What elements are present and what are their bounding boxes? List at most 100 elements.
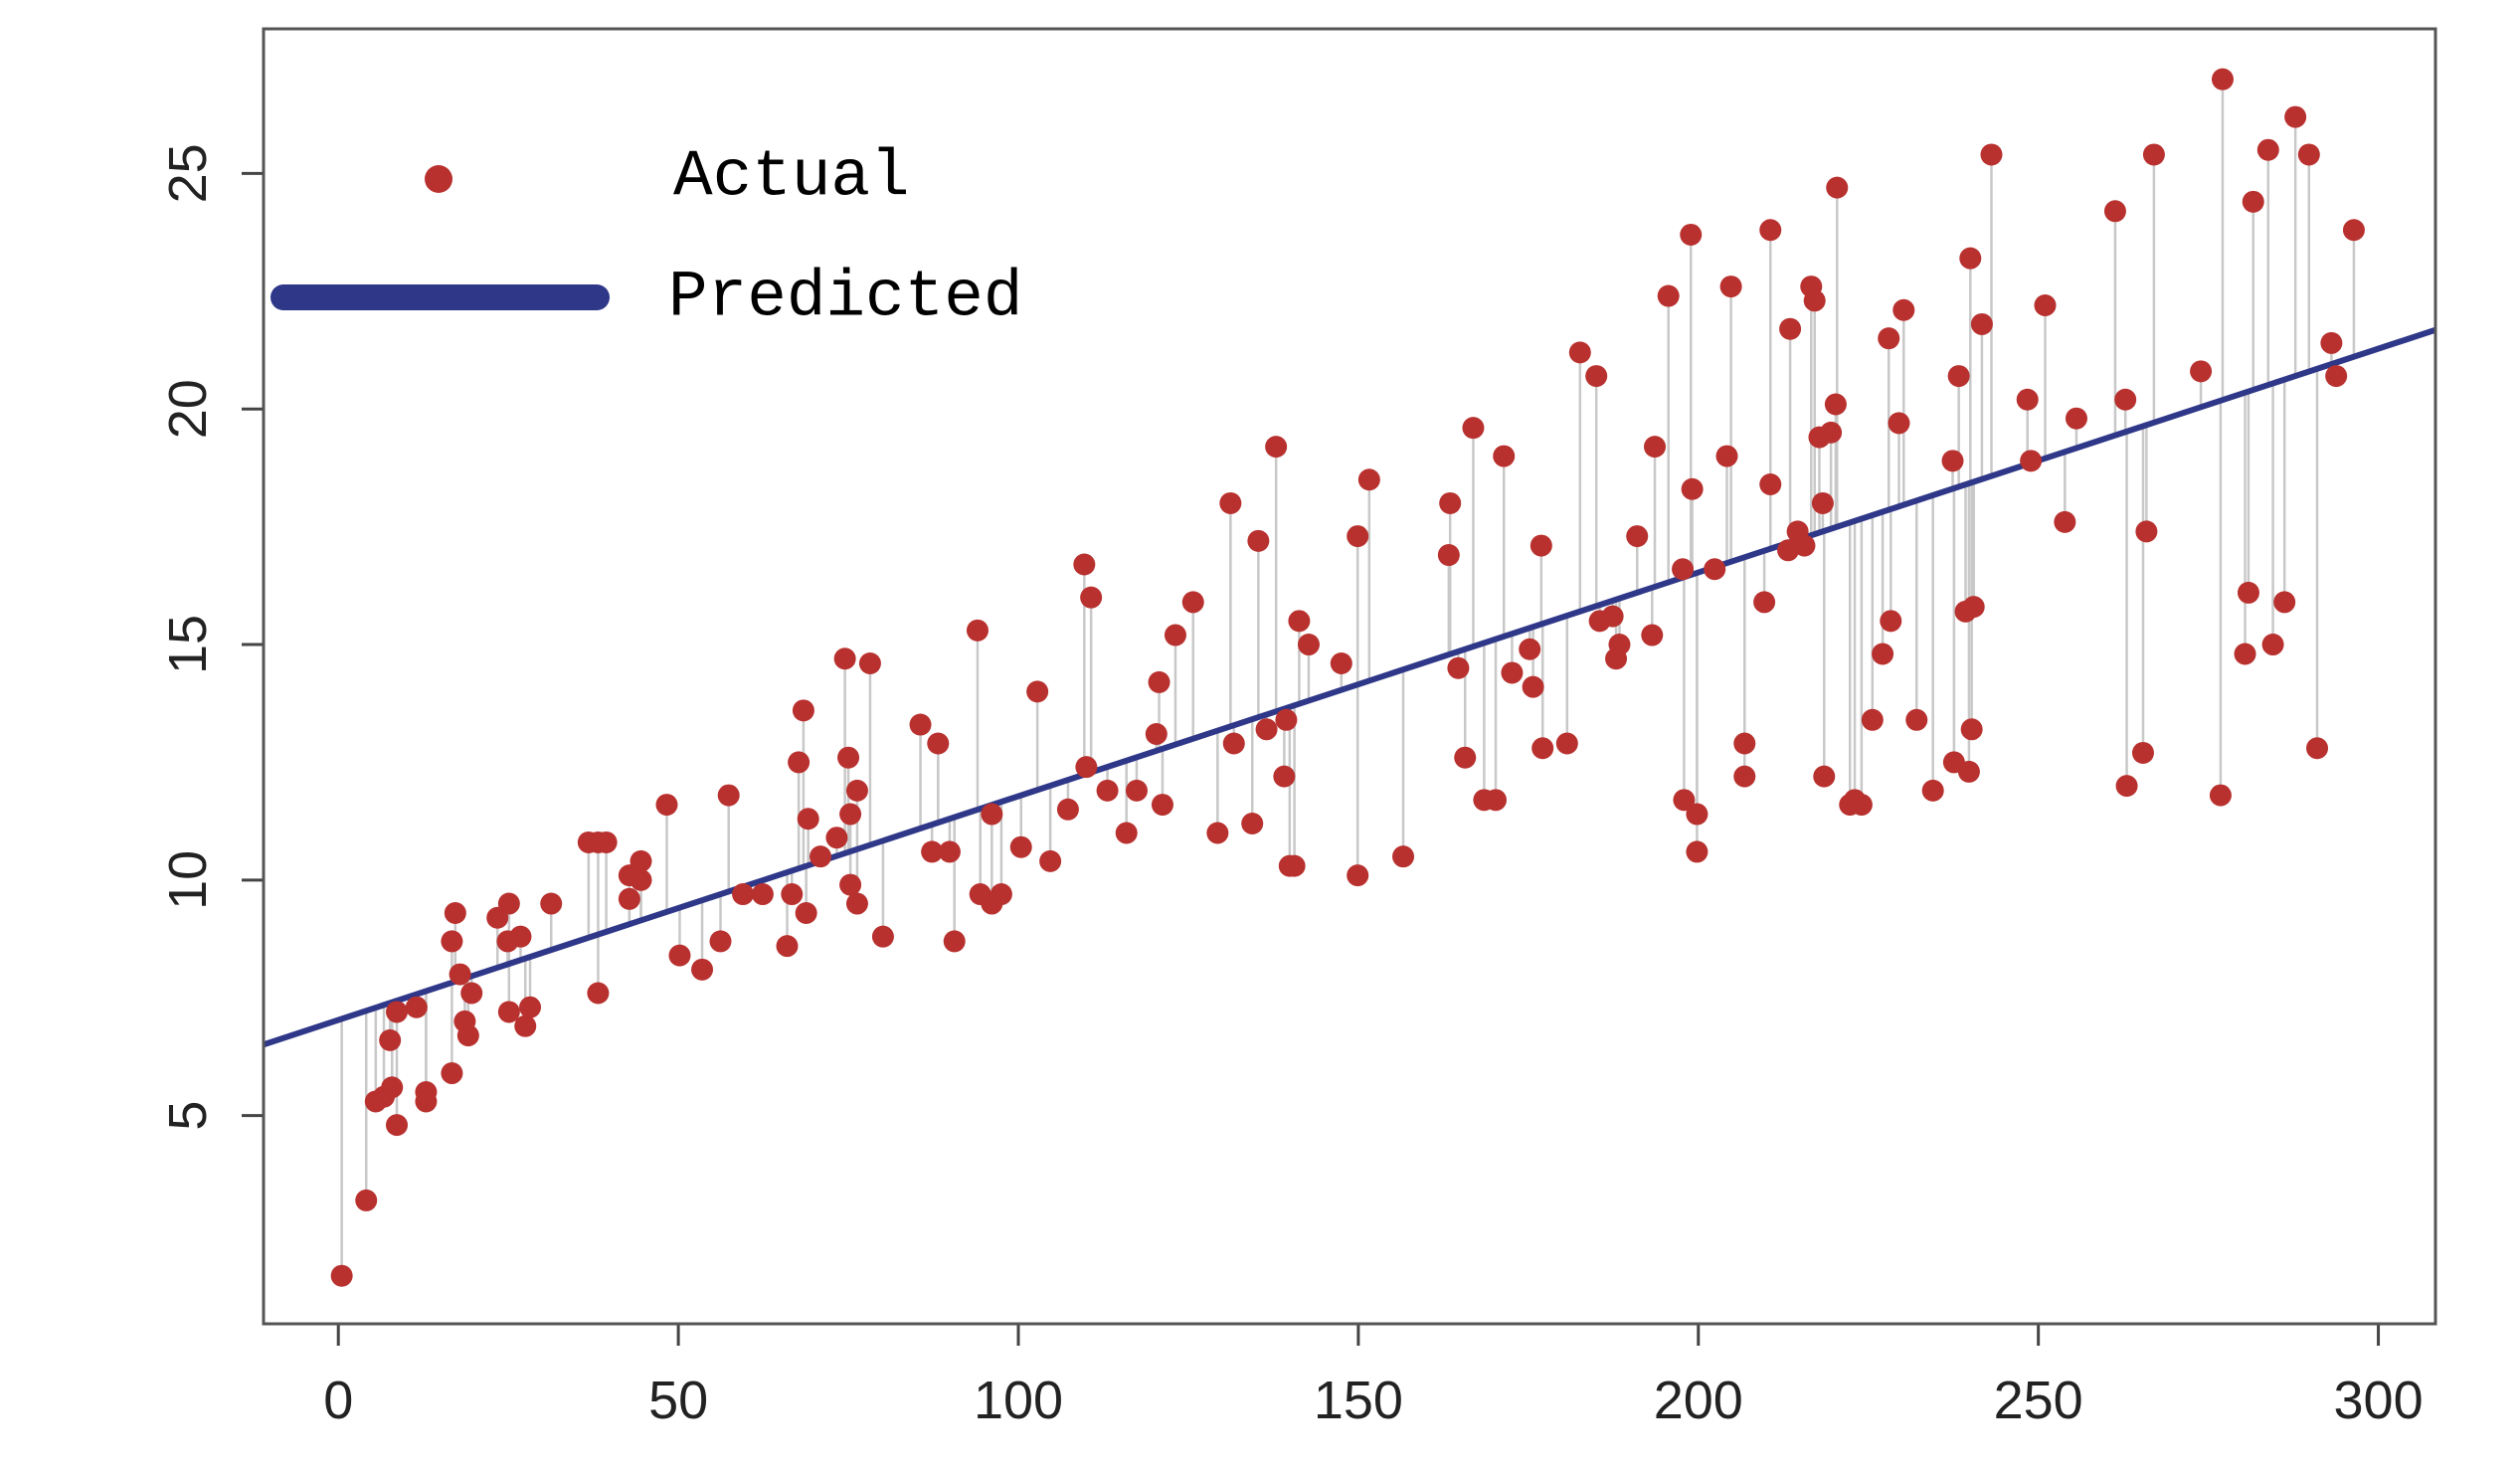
point [788, 751, 810, 774]
point [1813, 765, 1836, 788]
point [519, 996, 542, 1018]
point [795, 901, 817, 924]
point [1921, 779, 1944, 802]
point [2297, 143, 2320, 166]
point [981, 803, 1003, 826]
point [1255, 718, 1278, 741]
point [1960, 718, 1983, 741]
point [1392, 845, 1415, 868]
point [1657, 284, 1680, 307]
point [2034, 294, 2057, 317]
point [415, 1090, 438, 1113]
point [1947, 365, 1970, 388]
point [1519, 638, 1541, 660]
x-tick-label: 150 [1314, 1371, 1403, 1430]
point [1888, 412, 1910, 435]
y-tick-label: 20 [158, 379, 218, 439]
point [1531, 737, 1554, 760]
point [1555, 732, 1578, 755]
point [1715, 445, 1738, 467]
point [2115, 775, 2138, 798]
point [1970, 312, 1993, 335]
point [1803, 289, 1826, 312]
point [2256, 138, 2279, 161]
point [1056, 798, 1079, 821]
point [630, 849, 652, 872]
legend-label: Predicted [668, 260, 1022, 334]
point [691, 958, 714, 981]
point [540, 892, 563, 915]
point [2306, 737, 2329, 760]
point [1039, 849, 1062, 872]
point [1522, 675, 1544, 698]
plot-area [264, 68, 2435, 1287]
point [1485, 789, 1508, 812]
point [1026, 680, 1049, 703]
x-tick-label: 100 [974, 1371, 1063, 1430]
point [1273, 765, 1296, 788]
point [1681, 477, 1704, 500]
point [355, 1189, 378, 1211]
point [595, 830, 618, 853]
point [444, 901, 466, 924]
point [1347, 864, 1369, 887]
legend-label: Actual [673, 139, 910, 214]
point [2342, 219, 2365, 242]
point [2103, 200, 2126, 223]
point [825, 827, 848, 849]
point [1811, 491, 1834, 514]
point [1957, 760, 1980, 783]
point [379, 1028, 402, 1051]
plot-frame [262, 27, 2437, 1326]
point [990, 883, 1012, 906]
point [1151, 794, 1173, 817]
point [2242, 190, 2264, 213]
point [405, 996, 428, 1018]
point [1779, 317, 1802, 340]
point [717, 784, 740, 807]
point [1164, 624, 1186, 646]
point [441, 930, 463, 953]
point [386, 1114, 409, 1137]
point [1437, 544, 1460, 567]
point [1892, 298, 1915, 321]
point [514, 1014, 537, 1037]
point [1148, 670, 1170, 693]
point [2114, 388, 2137, 411]
point [2135, 520, 2158, 543]
point [1096, 779, 1119, 802]
point [386, 1001, 409, 1023]
point [2261, 634, 2284, 656]
point [839, 803, 862, 826]
point [1686, 803, 1709, 826]
point [1265, 436, 1288, 459]
point [1680, 223, 1703, 246]
x-tick-label: 250 [1994, 1371, 2083, 1430]
point [751, 883, 774, 906]
point [1644, 436, 1667, 459]
point [1219, 491, 1242, 514]
point [1283, 854, 1306, 877]
point [845, 779, 868, 802]
point [1206, 822, 1229, 844]
x-tick-label: 0 [323, 1371, 353, 1430]
y-tick-label: 5 [158, 1101, 218, 1131]
point [1181, 591, 1204, 614]
point [460, 982, 483, 1005]
point [1075, 756, 1098, 779]
point [2237, 581, 2259, 604]
point [1672, 558, 1695, 581]
point [1297, 634, 1320, 656]
point [1719, 276, 1742, 298]
point [2273, 591, 2296, 614]
point [1962, 596, 1985, 619]
point [456, 1024, 479, 1047]
point [2325, 365, 2348, 388]
legend-marker [425, 165, 452, 193]
point [1275, 708, 1298, 731]
point [2016, 388, 2039, 411]
point [1980, 143, 2003, 166]
point [1447, 656, 1470, 679]
point [1568, 341, 1591, 364]
